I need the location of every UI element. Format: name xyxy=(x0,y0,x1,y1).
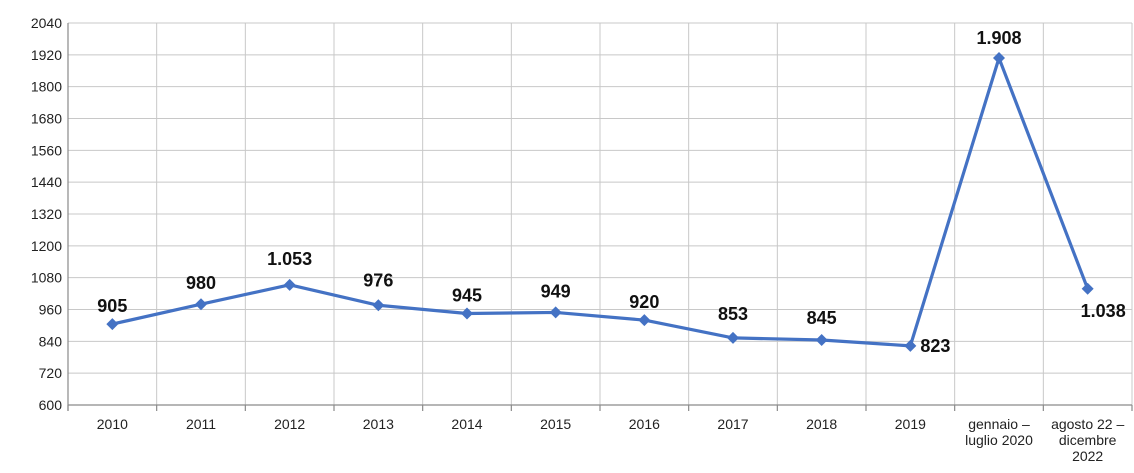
data-point xyxy=(106,318,119,331)
data-label: 949 xyxy=(541,281,571,301)
data-point xyxy=(904,339,917,352)
data-point xyxy=(638,314,651,327)
x-tick-label: 2018 xyxy=(806,416,837,432)
x-tick-label: gennaio – luglio 2020 xyxy=(965,416,1033,448)
x-tick-label: 2019 xyxy=(895,416,926,432)
x-tick-label-line: 2014 xyxy=(451,416,482,432)
x-tick-label-line: 2017 xyxy=(717,416,748,432)
x-tick-label-line: 2011 xyxy=(186,416,216,432)
data-label: 905 xyxy=(97,296,127,316)
y-tick-label: 1920 xyxy=(31,47,62,63)
data-point xyxy=(195,298,207,311)
x-tick-label-line: luglio 2020 xyxy=(965,432,1033,448)
data-point xyxy=(461,307,473,320)
x-tick-label: 2012 xyxy=(274,416,305,432)
y-tick-label: 2040 xyxy=(31,15,62,31)
data-label: 823 xyxy=(920,336,950,356)
data-label: 976 xyxy=(363,270,393,290)
y-tick-label: 1200 xyxy=(31,238,62,254)
y-tick-label: 1080 xyxy=(31,270,62,286)
y-tick-label: 600 xyxy=(39,397,63,413)
x-tick-label: 2014 xyxy=(451,416,482,432)
data-label: 853 xyxy=(718,304,748,324)
y-tick-label: 1680 xyxy=(31,111,62,127)
data-label: 920 xyxy=(629,292,659,312)
data-label: 945 xyxy=(452,285,482,305)
x-tick-label-line: 2013 xyxy=(363,416,394,432)
x-tick-label: 2013 xyxy=(363,416,394,432)
data-point xyxy=(993,52,1005,65)
y-tick-label: 1440 xyxy=(31,174,62,190)
x-tick-label-line: dicembre xyxy=(1059,432,1117,448)
data-label: 1.908 xyxy=(976,28,1021,48)
x-tick-label: 2010 xyxy=(97,416,128,432)
data-point xyxy=(372,299,385,312)
series-line xyxy=(111,56,1090,348)
data-label: 845 xyxy=(807,308,837,328)
data-point xyxy=(815,334,828,347)
x-tick-label: 2015 xyxy=(540,416,571,432)
x-tick-label-line: 2022 xyxy=(1072,448,1103,464)
x-tick-label-line: 2018 xyxy=(806,416,837,432)
x-tick-label-line: 2019 xyxy=(895,416,926,432)
data-label: 980 xyxy=(186,273,216,293)
x-tick-label: agosto 22 – dicembre 2022 xyxy=(1051,416,1124,464)
x-tick-label-line: 2015 xyxy=(540,416,571,432)
x-tick-label: 2011 xyxy=(186,416,216,432)
data-point xyxy=(549,306,562,319)
x-tick-label-line: 2012 xyxy=(274,416,305,432)
y-tick-label: 1800 xyxy=(31,79,62,95)
y-tick-label: 720 xyxy=(39,365,63,381)
data-label: 1.038 xyxy=(1081,301,1126,321)
y-tick-label: 840 xyxy=(39,333,63,349)
y-tick-label: 960 xyxy=(39,302,63,318)
x-tick-label: 2017 xyxy=(717,416,748,432)
x-tick-label-line: agosto 22 – xyxy=(1051,416,1124,432)
data-point xyxy=(283,278,296,291)
data-point xyxy=(1081,282,1094,295)
y-tick-label: 1560 xyxy=(31,142,62,158)
x-tick-label: 2016 xyxy=(629,416,660,432)
x-tick-label-line: 2016 xyxy=(629,416,660,432)
x-tick-label-line: gennaio – xyxy=(968,416,1030,432)
x-tick-label-line: 2010 xyxy=(97,416,128,432)
data-point xyxy=(727,331,739,344)
data-label: 1.053 xyxy=(267,249,312,269)
y-tick-label: 1320 xyxy=(31,206,62,222)
